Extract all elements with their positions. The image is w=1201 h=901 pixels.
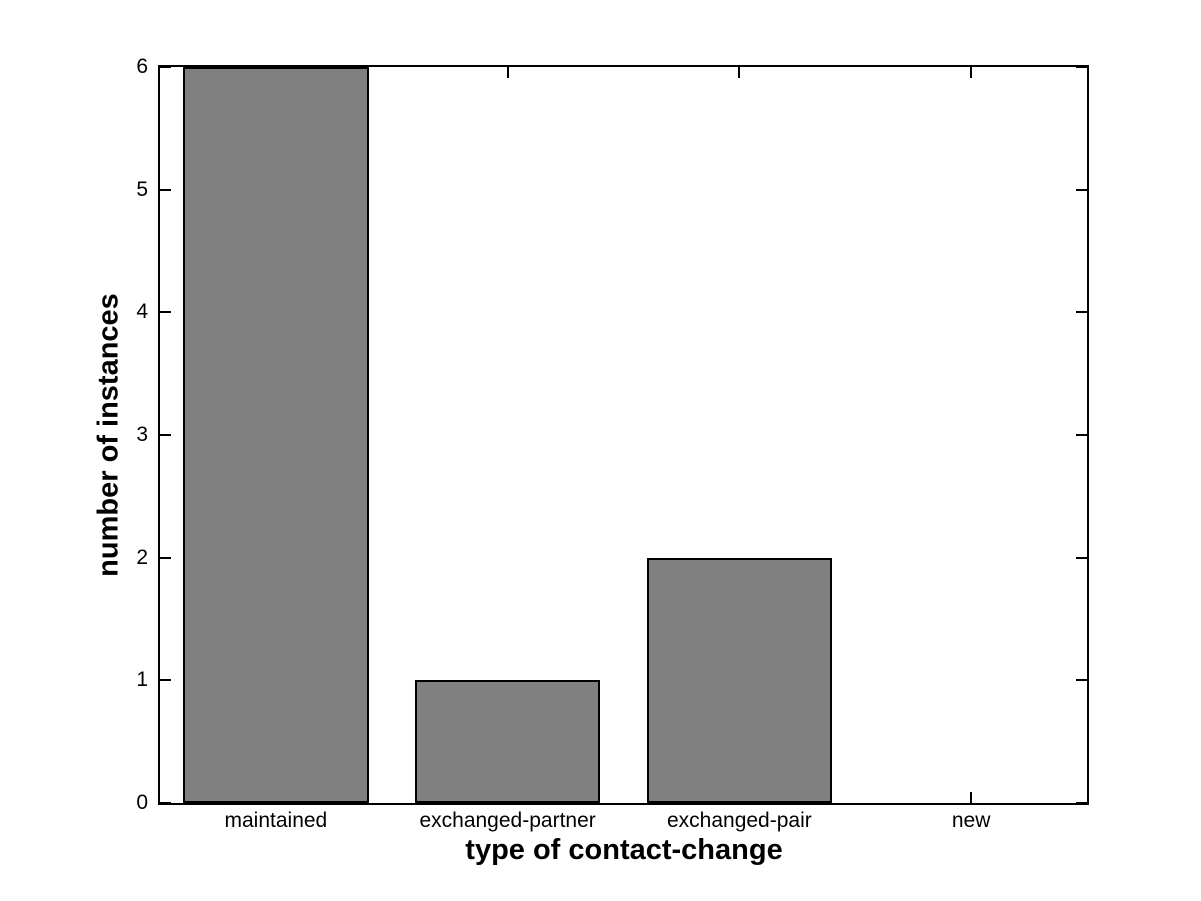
- axis-tick: [1076, 556, 1087, 559]
- axis-tick: [1076, 188, 1087, 191]
- axis-tick: [160, 679, 171, 682]
- y-tick-label: 4: [136, 300, 148, 324]
- y-tick-label: 6: [136, 55, 148, 78]
- bar-maintained: [183, 67, 369, 803]
- bar-exchanged-partner: [414, 680, 601, 803]
- axis-tick: [1076, 802, 1087, 804]
- y-tick-label: 0: [136, 791, 148, 814]
- y-tick-label: 2: [136, 545, 148, 569]
- axis-tick: [1076, 679, 1087, 682]
- axis-tick: [506, 67, 509, 78]
- x-tick-label: maintained: [224, 809, 328, 832]
- y-tick-label: 5: [136, 177, 148, 201]
- y-tick-label: 1: [136, 668, 148, 692]
- x-tick-label: exchanged-partner: [419, 809, 596, 832]
- axis-tick: [738, 67, 741, 78]
- axis-tick: [160, 802, 171, 804]
- axis-tick: [1076, 66, 1087, 68]
- y-axis-label: number of instances: [92, 293, 125, 577]
- x-tick-label: exchanged-pair: [666, 809, 812, 832]
- axis-tick: [160, 556, 171, 559]
- axis-tick: [160, 66, 171, 68]
- plot-area: [158, 65, 1089, 805]
- axis-tick: [1076, 434, 1087, 436]
- axis-tick: [160, 311, 171, 314]
- axis-tick: [970, 67, 973, 78]
- x-tick-label: new: [951, 809, 991, 832]
- axis-tick: [160, 434, 171, 436]
- bar-exchanged-pair: [646, 557, 833, 803]
- axis-tick: [1076, 311, 1087, 314]
- x-axis-label: type of contact-change: [465, 834, 783, 866]
- y-tick-label: 3: [136, 423, 148, 446]
- axis-tick: [970, 792, 973, 803]
- axis-tick: [160, 188, 171, 191]
